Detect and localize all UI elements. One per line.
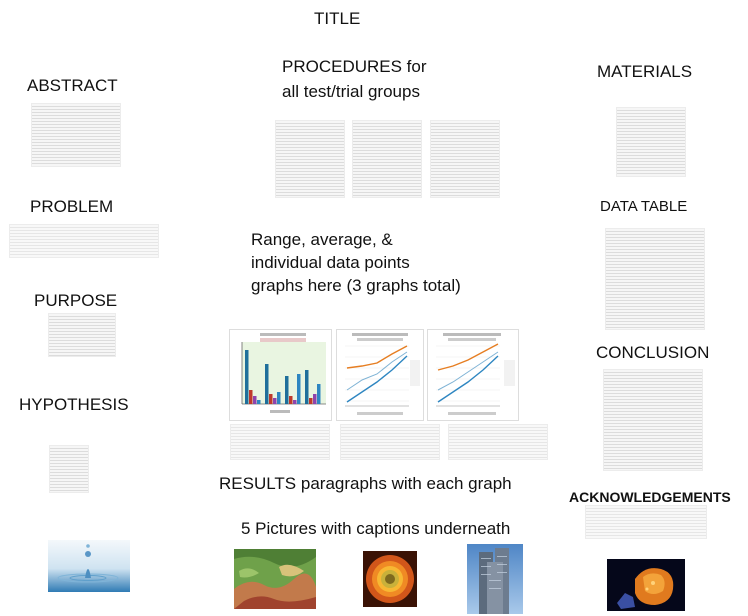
- acknowledgements-text-block: [585, 505, 707, 539]
- thumbnail-bar: [249, 390, 253, 404]
- mineral-picture: [607, 559, 685, 611]
- procedure-text-block-2: [352, 120, 422, 198]
- thumbnail-bar: [285, 376, 289, 404]
- acknowledgements-label: ACKNOWLEDGEMENTS: [569, 489, 731, 505]
- materials-text-block: [616, 107, 686, 177]
- purpose-text-block: [48, 313, 116, 357]
- thumbnail-bar: [309, 398, 313, 404]
- water-drop-picture: [48, 540, 130, 592]
- graphs-label-line2: individual data points: [251, 253, 410, 272]
- hypothesis-label: HYPOTHESIS: [19, 395, 129, 414]
- thumbnail-bar: [273, 398, 277, 404]
- abstract-text-block: [31, 103, 121, 167]
- skyscraper-picture: [467, 544, 523, 614]
- procedures-label-line2: all test/trial groups: [282, 82, 420, 101]
- thumbnail-bar: [269, 394, 273, 404]
- line-graph-thumbnail-1: [336, 329, 424, 421]
- procedure-text-block-1: [275, 120, 345, 198]
- materials-label: MATERIALS: [597, 62, 693, 81]
- thumbnail-bar: [277, 392, 281, 404]
- procedures-label-line1: PROCEDURES for: [282, 57, 427, 76]
- data-table-label: DATA TABLE: [600, 198, 688, 215]
- line-graph-svg-1: [337, 330, 423, 420]
- results-text-block-1: [230, 424, 330, 460]
- problem-text-block: [9, 224, 159, 258]
- procedure-text-block-3: [430, 120, 500, 198]
- data-table-block: [605, 228, 705, 330]
- problem-label: PROBLEM: [30, 197, 114, 216]
- results-text-block-2: [340, 424, 440, 460]
- graphs-label-line1: Range, average, &: [251, 230, 393, 249]
- hypothesis-text-block: [49, 445, 89, 493]
- conclusion-label: CONCLUSION: [596, 343, 710, 362]
- sunflower-picture: [363, 551, 417, 607]
- line-graph-svg-2: [428, 330, 518, 420]
- title-label: TITLE: [314, 9, 361, 28]
- conclusion-text-block: [603, 369, 703, 471]
- thumbnail-bar: [253, 396, 257, 404]
- graphs-label-line3: graphs here (3 graphs total): [251, 276, 461, 295]
- thumbnail-bar: [265, 364, 269, 404]
- terrain-picture: [234, 549, 316, 609]
- purpose-label: PURPOSE: [34, 291, 118, 310]
- thumbnail-bar: [305, 370, 309, 404]
- plot-background: [242, 342, 326, 404]
- bar-graph-thumbnail: [229, 329, 332, 421]
- thumbnail-bar: [317, 384, 321, 404]
- thumbnail-bar: [245, 350, 249, 404]
- line-graph-thumbnail-2: [427, 329, 519, 421]
- abstract-label: ABSTRACT: [27, 76, 118, 95]
- pictures-label: 5 Pictures with captions underneath: [241, 519, 511, 538]
- bar-graph-svg: [230, 330, 331, 420]
- thumbnail-bar: [289, 396, 293, 404]
- thumbnail-bar: [297, 374, 301, 404]
- thumbnail-bar: [313, 394, 317, 404]
- thumbnail-bar: [293, 400, 297, 404]
- thumbnail-bar: [257, 400, 261, 404]
- results-label: RESULTS paragraphs with each graph: [219, 474, 512, 493]
- results-text-block-3: [448, 424, 548, 460]
